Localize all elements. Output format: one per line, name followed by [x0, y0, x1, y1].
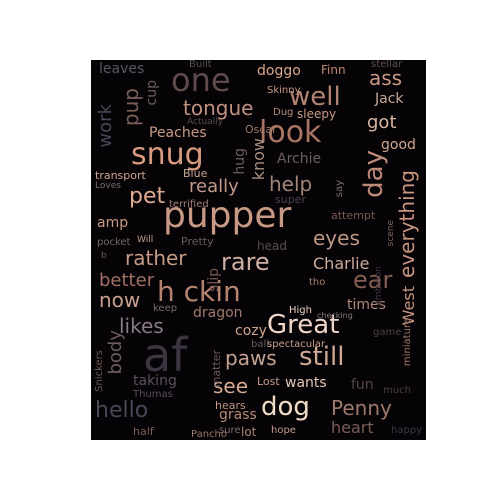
word-loves: Loves [95, 181, 121, 191]
word-happy: happy [391, 425, 423, 436]
word-well: well [289, 82, 341, 112]
word-charlie: Charlie [313, 254, 370, 273]
word-ass: ass [369, 66, 403, 90]
word-hope: hope [271, 425, 296, 436]
word-dog: dog [261, 392, 310, 422]
word-miniature: miniature [402, 318, 413, 367]
word-archie: Archie [277, 151, 322, 167]
word-wants: wants [285, 375, 327, 391]
word-doggo: doggo [257, 63, 301, 79]
word-day: day [359, 150, 389, 198]
word-dug: Dug [273, 107, 294, 118]
word-dragon: dragon [193, 305, 243, 321]
word-everything: everything [395, 170, 419, 278]
word-peaches: Peaches [149, 125, 207, 141]
word-thumas: Thumas [133, 389, 173, 400]
word-matter: matter [210, 350, 223, 388]
word-likes: likes [119, 314, 164, 338]
word-lost: Lost [257, 375, 280, 388]
word-grass: grass [219, 407, 257, 423]
word-sleepy: sleepy [297, 107, 337, 121]
word-game: game [373, 327, 402, 338]
word-will: Will [137, 235, 154, 245]
word-got: got [367, 112, 397, 133]
word-heart: heart [331, 418, 374, 437]
word-scene: scene [386, 220, 396, 247]
word-leaves: leaves [99, 61, 145, 77]
word-eyes: eyes [313, 226, 360, 250]
word-times: times [347, 297, 386, 313]
word-work: work [95, 104, 116, 148]
word-still: still [299, 342, 345, 372]
word-high: High [289, 305, 312, 316]
word-ear: ear [353, 266, 393, 294]
word-penny: Penny [331, 396, 392, 420]
word-rather: rather [125, 246, 187, 270]
word-tho: tho [309, 277, 326, 288]
word-finn: Finn [321, 63, 346, 77]
word-ambition: ambition [374, 266, 384, 306]
word-cozy: cozy [235, 323, 267, 339]
word-half: half [133, 425, 154, 438]
word-good: good [381, 137, 416, 153]
word-look: look [259, 115, 322, 150]
word-slip: slip [206, 268, 222, 292]
word-great: Great [267, 310, 340, 340]
word-fun: fun [351, 377, 374, 393]
word-snug: snug [131, 137, 204, 172]
word-taking: taking [133, 373, 177, 389]
word-hug: hug [232, 148, 248, 175]
word-body: body [105, 330, 126, 375]
word-hears: hears [215, 399, 246, 412]
word-paws: paws [225, 346, 277, 370]
word-built: Built [189, 60, 212, 70]
word-skinny: Skinny [267, 85, 301, 96]
word-tongue: tongue [183, 96, 254, 120]
word-better: better [99, 270, 155, 291]
word-snickers: Snickers [94, 350, 105, 392]
word-b: b [101, 251, 107, 261]
word-rare: rare [221, 248, 270, 276]
word-pup: pup [119, 88, 143, 127]
word-af: af [143, 328, 188, 382]
word-say: say [334, 180, 345, 198]
word-checking: checking [317, 311, 353, 320]
word-cup: cup [144, 80, 160, 106]
word-know: know [249, 138, 268, 181]
word-pet: pet [129, 184, 166, 209]
word-actually: Actually [187, 117, 224, 127]
word-pocket: pocket [97, 237, 131, 248]
word-head: head [257, 239, 287, 253]
word-ball: ball [251, 339, 270, 350]
word-spectacular: spectacular [267, 339, 326, 350]
word-cloud: af pupper Great dog snug look one well h… [91, 60, 426, 440]
word-jack: Jack [375, 91, 404, 107]
word-keep: keep [153, 303, 178, 314]
word-now: now [99, 288, 141, 312]
word-see: see [213, 374, 249, 398]
word-really: really [189, 176, 239, 197]
word-pretty: Pretty [181, 235, 214, 248]
word-hello: hello [95, 398, 149, 423]
word-terrified: terrified [169, 199, 209, 210]
word-help: help [269, 172, 313, 196]
word-attempt: attempt [331, 209, 376, 222]
word-pupper: pupper [163, 195, 292, 236]
word-blue: Blue [183, 167, 208, 180]
word-amp: amp [97, 215, 129, 231]
word-pancho: Pancho [191, 429, 228, 440]
word-lot: lot [241, 425, 257, 439]
word-stellar: stellar [371, 60, 403, 70]
word-much: much [383, 385, 411, 396]
word-oscar: Oscar [245, 123, 277, 136]
word-heckin: h ckin [157, 275, 241, 308]
word-super: super [275, 193, 306, 206]
word-sure: sure [219, 425, 241, 436]
word-one: one [171, 61, 231, 99]
word-transport: transport [95, 169, 146, 182]
